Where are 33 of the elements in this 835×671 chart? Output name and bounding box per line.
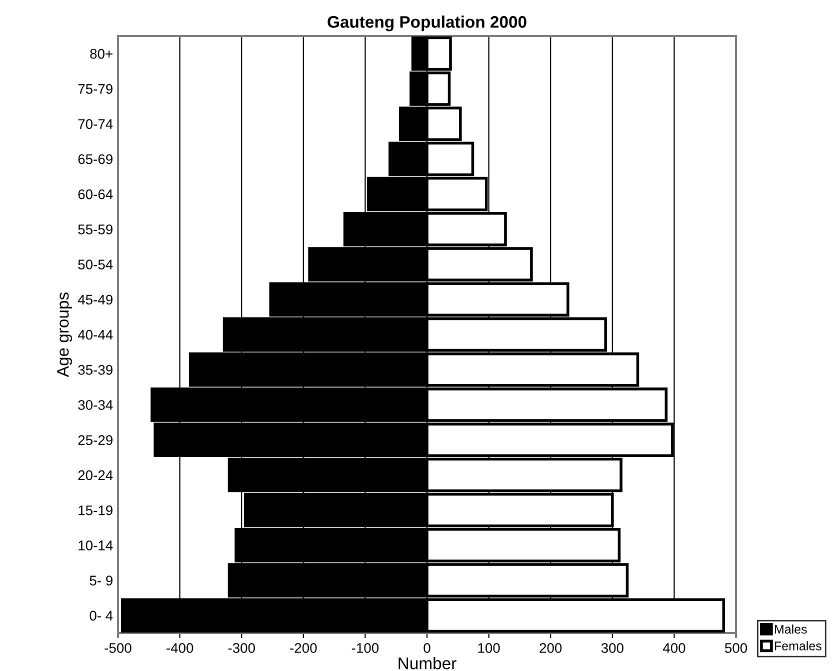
y-axis-title: Age groups [57, 292, 72, 378]
x-tick-label: -400 [166, 643, 194, 653]
y-tick-label: 60-64 [78, 189, 113, 200]
x-tick-label: -500 [104, 643, 132, 653]
y-tick-label: 35-39 [78, 364, 112, 375]
y-tick-label: 80+ [90, 48, 112, 59]
y-tick-label: 40-44 [78, 330, 113, 340]
y-tick-label: 70-74 [78, 119, 113, 129]
x-tick-label: 200 [540, 643, 562, 653]
x-tick-label: -100 [352, 643, 379, 653]
x-tick-label: -300 [228, 643, 255, 653]
y-tick-label: 55-59 [78, 224, 112, 234]
x-tick-label: 300 [601, 643, 624, 653]
y-tick-label: 20-24 [78, 470, 113, 480]
x-tick-label: 100 [478, 643, 500, 653]
legend-label: Females [774, 641, 822, 650]
y-tick-label: 25-29 [78, 435, 112, 446]
y-tick-label: 0- 4 [90, 610, 113, 621]
x-tick-label: 0 [424, 643, 430, 653]
chart-title: Gauteng Population 2000 [328, 16, 526, 32]
x-axis-title: Number [398, 657, 456, 670]
y-tick-label: 75-79 [78, 84, 112, 94]
y-tick-label: 65-69 [78, 154, 112, 164]
x-tick-label: 500 [724, 643, 748, 653]
y-tick-label: 50-54 [78, 260, 113, 270]
x-tick-label: 400 [662, 643, 686, 653]
y-tick-label: 30-34 [78, 400, 113, 410]
x-tick-label: -200 [290, 643, 317, 653]
y-tick-label: 45-49 [78, 294, 112, 305]
y-tick-label: 15-19 [78, 505, 112, 516]
y-tick-label: 10-14 [78, 540, 113, 550]
y-tick-label: 5- 9 [90, 576, 112, 586]
legend-label: Males [774, 624, 807, 634]
